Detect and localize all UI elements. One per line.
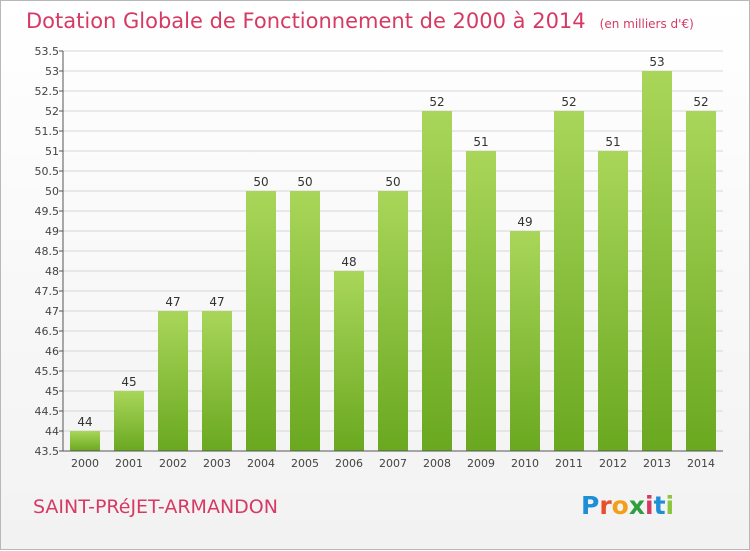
y-tick-label: 53 (45, 65, 59, 78)
bar-value-label: 50 (253, 175, 268, 189)
x-tick-label: 2011 (555, 457, 583, 470)
bar (378, 191, 408, 451)
bar-value-label: 51 (473, 135, 488, 149)
y-tick-label: 50 (45, 185, 59, 198)
x-tick-label: 2004 (247, 457, 275, 470)
logo-letter: i (665, 491, 675, 520)
bar-value-label: 47 (165, 295, 180, 309)
bar (290, 191, 320, 451)
x-tick-label: 2006 (335, 457, 363, 470)
y-tick-label: 50.5 (35, 165, 60, 178)
bar-value-label: 52 (429, 95, 444, 109)
chart-title: Dotation Globale de Fonctionnement de 20… (26, 9, 694, 33)
bar-value-label: 49 (517, 215, 532, 229)
title-text: Dotation Globale de Fonctionnement de 20… (26, 9, 586, 33)
x-tick-label: 2003 (203, 457, 231, 470)
bar-value-label: 50 (297, 175, 312, 189)
y-tick-label: 44.5 (35, 405, 60, 418)
commune-name: SAINT-PRéJET-ARMANDON (33, 496, 278, 518)
x-tick-label: 2008 (423, 457, 451, 470)
bar (642, 71, 672, 451)
y-tick-label: 47 (45, 305, 59, 318)
y-tick-label: 49 (45, 225, 59, 238)
x-tick-label: 2000 (71, 457, 99, 470)
logo-letter: r (599, 491, 612, 520)
bar (202, 311, 232, 451)
bar-value-label: 50 (385, 175, 400, 189)
bar (554, 111, 584, 451)
x-tick-label: 2005 (291, 457, 319, 470)
logo-letter: o (611, 491, 629, 520)
y-tick-label: 49.5 (35, 205, 60, 218)
x-tick-label: 2014 (687, 457, 715, 470)
bar-value-label: 45 (121, 375, 136, 389)
bar (598, 151, 628, 451)
y-tick-label: 51 (45, 145, 59, 158)
bar-value-label: 47 (209, 295, 224, 309)
y-tick-label: 53.5 (35, 45, 60, 58)
bar (422, 111, 452, 451)
bar-value-label: 51 (605, 135, 620, 149)
bar (334, 271, 364, 451)
y-tick-label: 46 (45, 345, 59, 358)
x-tick-label: 2010 (511, 457, 539, 470)
bar-value-label: 52 (693, 95, 708, 109)
bar-value-label: 48 (341, 255, 356, 269)
bar (510, 231, 540, 451)
y-tick-label: 48 (45, 265, 59, 278)
x-tick-label: 2001 (115, 457, 143, 470)
x-tick-label: 2007 (379, 457, 407, 470)
logo-letter: x (628, 491, 645, 520)
logo-letter: i (645, 491, 654, 520)
chart-subtitle: (en milliers d'€) (599, 17, 694, 31)
y-tick-label: 45.5 (35, 365, 60, 378)
logo-letter: P (581, 491, 600, 520)
y-tick-label: 48.5 (35, 245, 60, 258)
proxiti-logo: Proxiti (581, 491, 674, 520)
y-tick-label: 43.5 (35, 445, 60, 458)
y-tick-label: 51.5 (35, 125, 60, 138)
y-tick-label: 46.5 (35, 325, 60, 338)
bar-value-label: 52 (561, 95, 576, 109)
bar (246, 191, 276, 451)
x-tick-label: 2009 (467, 457, 495, 470)
bar (114, 391, 144, 451)
x-tick-label: 2012 (599, 457, 627, 470)
bar-value-label: 53 (649, 55, 664, 69)
bar (686, 111, 716, 451)
y-tick-label: 52.5 (35, 85, 60, 98)
bar (158, 311, 188, 451)
logo-letter: t (653, 491, 666, 520)
y-tick-label: 47.5 (35, 285, 60, 298)
y-tick-label: 52 (45, 105, 59, 118)
bar (70, 431, 100, 451)
x-tick-label: 2002 (159, 457, 187, 470)
bar (466, 151, 496, 451)
y-tick-label: 44 (45, 425, 59, 438)
bar-value-label: 44 (77, 415, 92, 429)
y-tick-label: 45 (45, 385, 59, 398)
x-tick-label: 2013 (643, 457, 671, 470)
